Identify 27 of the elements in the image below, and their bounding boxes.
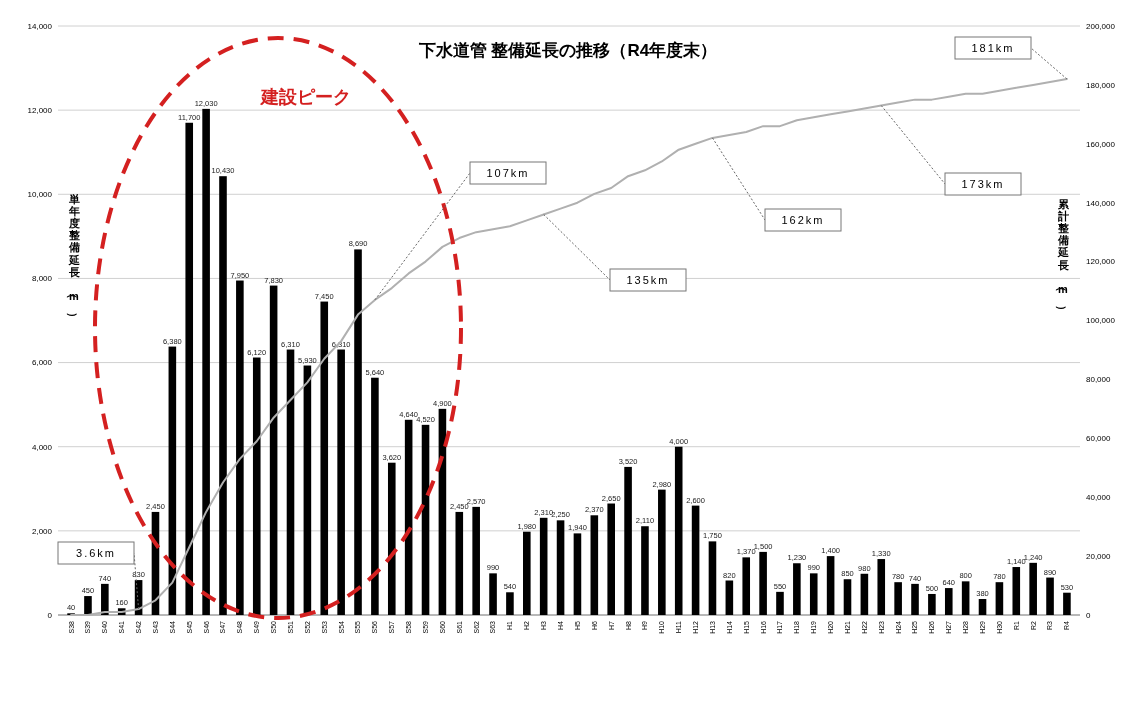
y2-tick-label: 40,000 <box>1086 493 1112 502</box>
annotation: 181km <box>971 41 1015 54</box>
y2-tick-label: 160,000 <box>1086 139 1116 149</box>
text: 下水道管 整備延長の推移（R4年度末） <box>417 41 718 60</box>
annotation: 162km <box>781 213 825 226</box>
y-tick-label: 14,000 <box>27 21 53 31</box>
y-tick-label: 2,000 <box>31 526 53 536</box>
y-tick-label: 4,000 <box>31 442 53 452</box>
y2-tick-label: 20,000 <box>1086 551 1112 561</box>
y2-tick-label: 60,000 <box>1086 434 1112 444</box>
annotation: 107km <box>486 166 530 179</box>
y2-tick-label: 0 <box>1086 610 1091 620</box>
annotation: 135km <box>626 273 670 286</box>
y-tick-label: 12,000 <box>27 105 53 115</box>
y-tick-label: 8,000 <box>31 274 53 284</box>
y2-tick-label: 120,000 <box>1086 257 1116 267</box>
y-tick-label: 6,000 <box>31 358 53 368</box>
y2-tick-label: 80,000 <box>1086 375 1112 385</box>
annotation: 173km <box>961 177 1005 190</box>
y-tick-label: 0 <box>47 610 53 620</box>
y-tick-label: 10,000 <box>27 190 53 200</box>
annotation: 建設ピーク <box>259 87 351 107</box>
y2-tick-label: 100,000 <box>1086 316 1116 326</box>
y2-tick-label: 200,000 <box>1086 21 1116 31</box>
y2-tick-label: 180,000 <box>1086 80 1116 90</box>
annotation: 3.6km <box>76 546 116 559</box>
y2-tick-label: 140,000 <box>1086 198 1116 208</box>
